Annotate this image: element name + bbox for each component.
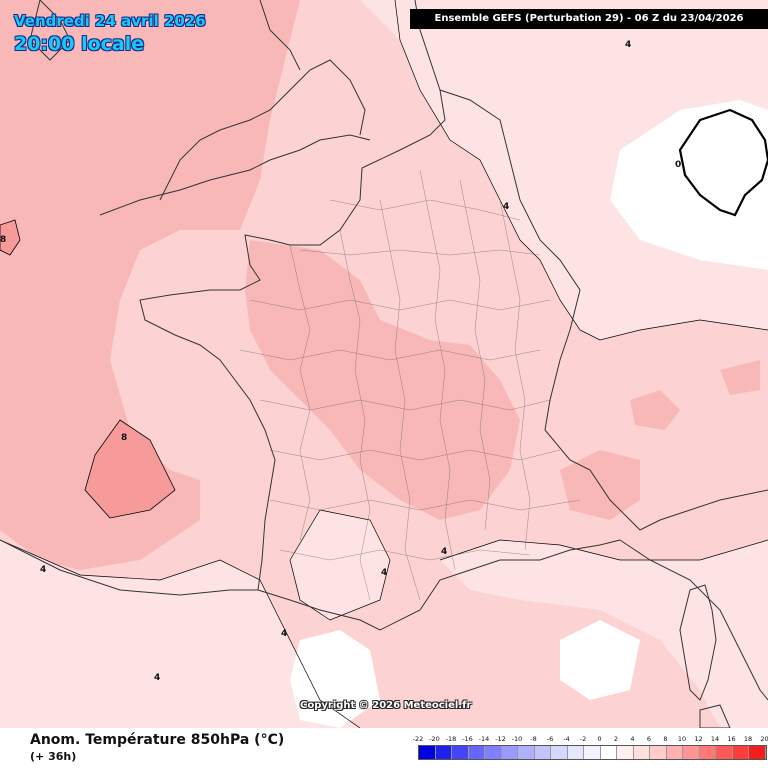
color-scale-tick-label: 18 <box>743 735 753 743</box>
contour-label-4: 4 <box>625 40 631 50</box>
anomaly-map: 0 4 4 4 4 4 4 4 8 8 <box>0 0 768 728</box>
color-scale-tick-label: 4 <box>630 735 635 743</box>
color-scale-swatch <box>419 746 436 759</box>
lead-time: (+ 36h) <box>30 750 77 763</box>
color-scale-swatch <box>551 746 568 759</box>
department-borders <box>239 169 581 601</box>
color-scale-swatch <box>699 746 716 759</box>
anomaly-zone-atlantic-hot-2 <box>0 219 21 256</box>
anomaly-zone-france-warm <box>245 240 520 520</box>
color-scale-labels: -22 -20 -18 -16 -14 -12 -10 -8 -6 -4 -2 0 2 4 6 8 10 12 14… <box>413 735 768 745</box>
anomaly-zone-southwest-cool <box>290 510 390 620</box>
contour-label-4: 4 <box>154 673 160 683</box>
color-scale-swatch <box>468 746 485 759</box>
color-scale-swatch <box>716 746 733 759</box>
color-scale-tick-label: -10 <box>511 735 523 743</box>
color-scale-swatch <box>650 746 667 759</box>
color-scale-swatch <box>633 746 650 759</box>
color-scale-tick-label: 12 <box>694 735 703 743</box>
contour-label-4: 4 <box>503 202 509 212</box>
color-scale-swatch <box>600 746 617 759</box>
valid-date: Vendredi 24 avril 2026 <box>14 12 206 30</box>
color-scale-tick-label: 8 <box>663 735 668 743</box>
color-scale-tick-label: 10 <box>677 735 687 743</box>
color-scale-swatch <box>485 746 502 759</box>
color-scale-tick-label: 0 <box>597 735 602 743</box>
color-scale-swatch <box>666 746 683 759</box>
contour-4-southwest <box>289 509 391 621</box>
color-scale-swatch <box>584 746 601 759</box>
color-scale-tick-label: -8 <box>530 735 537 743</box>
color-scale-swatch <box>617 746 634 759</box>
anomaly-zone-alps-warm-2 <box>630 390 680 430</box>
color-scale-tick-label: 14 <box>710 735 720 743</box>
color-scale-tick-label: -18 <box>445 735 457 743</box>
color-scale-swatch <box>501 746 518 759</box>
color-scale-swatch <box>452 746 469 759</box>
contour-label-4: 4 <box>281 629 287 639</box>
color-scale-tick-label: 6 <box>646 735 652 743</box>
contour-label-zero: 0 <box>675 160 681 170</box>
color-scale-tick-label: 20 <box>760 735 768 743</box>
footer-panel: Anom. Température 850hPa (°C) (+ 36h) -2… <box>0 728 768 768</box>
color-scale-swatch <box>749 746 766 759</box>
anomaly-zone-north-cool <box>360 0 768 340</box>
color-scale-swatch <box>534 746 551 759</box>
color-scale-tick-label: -20 <box>429 735 440 743</box>
valid-time: 20:00 locale <box>14 33 145 55</box>
anomaly-zone-med-cool <box>440 540 768 728</box>
contour-4-med <box>439 539 768 561</box>
color-scale-tick-label: -4 <box>563 735 570 743</box>
color-scale-tick-label: -22 <box>412 735 424 743</box>
anomaly-zone-east-warm <box>720 360 760 395</box>
color-scale-swatch <box>683 746 700 759</box>
contour-label-4: 4 <box>40 565 46 575</box>
color-scale-tick-label: -12 <box>495 735 506 743</box>
anomaly-zone-south-cool <box>0 540 360 728</box>
color-scale-bar <box>418 745 767 760</box>
anomaly-zone-atlantic-hot <box>84 419 176 519</box>
color-scale-tick-label: 16 <box>727 735 736 743</box>
color-scale-tick-label: -6 <box>546 735 554 743</box>
contour-label-4: 4 <box>441 547 447 557</box>
color-scale-tick-label: -14 <box>478 735 490 743</box>
anomaly-zone-west-warm <box>0 0 300 570</box>
model-info-header: Ensemble GEFS (Perturbation 29) - 06 Z d… <box>410 9 768 29</box>
color-scale-swatch <box>732 746 749 759</box>
contour-label-4: 4 <box>381 568 387 578</box>
color-scale-tick-label: 2 <box>613 735 619 743</box>
contour-label-8: 8 <box>121 433 127 443</box>
contour-4-south <box>0 539 361 728</box>
color-scale-swatch <box>518 746 535 759</box>
color-scale-swatch <box>567 746 584 759</box>
color-scale-tick-label: -2 <box>579 735 587 743</box>
variable-title: Anom. Température 850hPa (°C) <box>30 732 285 748</box>
color-scale-swatch <box>435 746 452 759</box>
anomaly-zone-neutral-south <box>290 630 380 728</box>
zero-contour <box>678 108 768 217</box>
anomaly-zone-neutral-southeast <box>560 620 640 700</box>
anomaly-zone-neutral-ne <box>610 100 768 270</box>
coastlines <box>0 0 768 728</box>
copyright-notice: Copyright © 2026 Meteociel.fr <box>300 700 472 711</box>
contour-label-8: 8 <box>0 235 6 245</box>
color-scale-tick-label: -16 <box>462 735 473 743</box>
contour-4-north <box>394 0 768 341</box>
